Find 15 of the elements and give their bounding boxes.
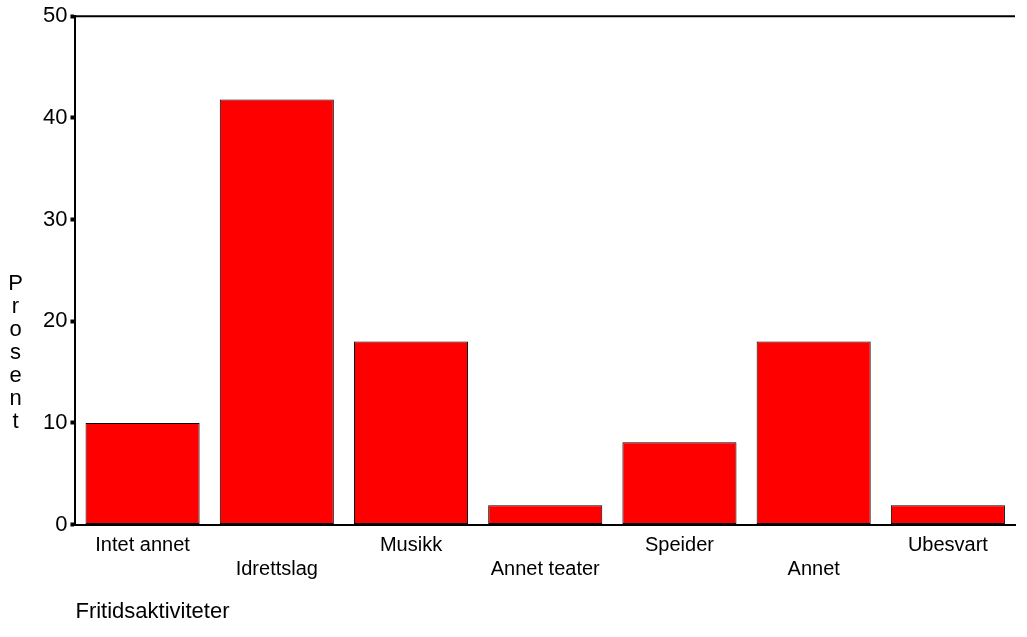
y-tick-label: 40 — [42, 103, 68, 129]
x-tick-label: Intet annet — [95, 533, 191, 556]
x-axis-title: Fritidsaktiviteter — [75, 597, 230, 623]
x-tick-label: Annet teater — [490, 557, 601, 580]
x-tick-label: Musikk — [379, 533, 444, 556]
y-axis-title: Prosent — [3, 270, 28, 431]
x-tick-label: Speider — [644, 533, 715, 556]
x-tick-label: Ubesvart — [907, 533, 989, 556]
y-tick-label: 50 — [42, 2, 68, 28]
y-tick-label: 20 — [42, 307, 68, 333]
x-tick-label: Annet — [787, 557, 841, 580]
x-tick-label: Idrettslag — [235, 557, 318, 580]
y-tick-label: 0 — [55, 510, 68, 536]
y-tick-label: 10 — [42, 408, 68, 434]
y-tick-label: 30 — [42, 205, 68, 231]
